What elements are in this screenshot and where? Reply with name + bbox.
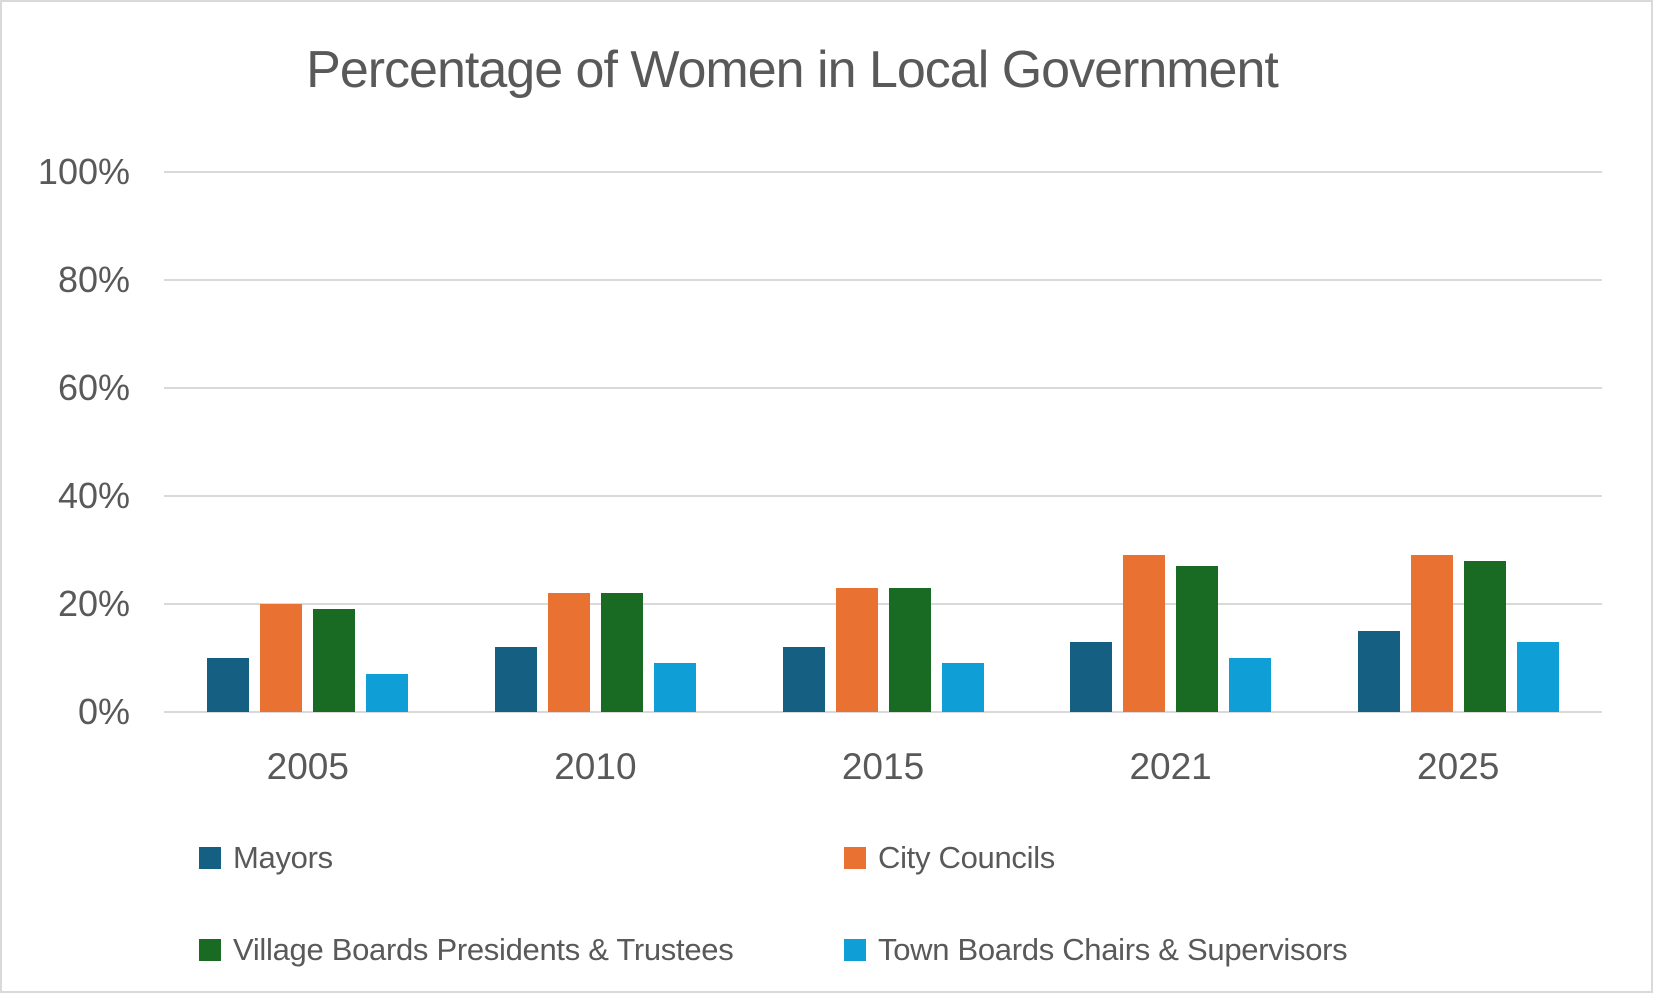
legend-item-mayors: Mayors (199, 838, 333, 878)
x-axis-tick-2021: 2021 (1129, 746, 1212, 787)
y-axis-tick-100%: 100% (37, 151, 130, 192)
y-axis-tick-80%: 80% (57, 259, 130, 300)
legend-label-city-councils: City Councils (878, 840, 1055, 875)
bar-mayors-2015 (782, 647, 825, 712)
bar-city-councils-2010 (547, 593, 590, 712)
legend-label-mayors: Mayors (233, 840, 333, 875)
bar-city-councils-2021 (1123, 555, 1166, 712)
bar-town-boards-chairs-supervisors-2005 (366, 674, 409, 712)
legend-item-city-councils: City Councils (844, 838, 1055, 878)
bar-village-boards-presidents-trustees-2021 (1176, 566, 1219, 712)
y-axis-tick-20%: 20% (57, 583, 130, 624)
gridline-80% (164, 279, 1602, 281)
legend-swatch-town-boards-chairs-supervisors (844, 939, 866, 961)
legend-swatch-mayors (199, 847, 221, 869)
x-axis-tick-2015: 2015 (841, 746, 925, 787)
bar-mayors-2025 (1357, 631, 1400, 712)
gridline-40% (164, 495, 1602, 497)
gridline-60% (164, 387, 1602, 389)
legend-swatch-city-councils (844, 847, 866, 869)
bar-town-boards-chairs-supervisors-2010 (653, 663, 696, 712)
bar-village-boards-presidents-trustees-2005 (313, 609, 356, 712)
x-axis-tick-2005: 2005 (266, 746, 349, 787)
y-axis-tick-60%: 60% (57, 367, 130, 408)
bar-city-councils-2025 (1410, 555, 1453, 712)
legend-label-village-boards-presidents-trustees: Village Boards Presidents & Trustees (233, 932, 734, 967)
gridline-0% (164, 711, 1602, 713)
legend-label-town-boards-chairs-supervisors: Town Boards Chairs & Supervisors (878, 932, 1348, 967)
bar-village-boards-presidents-trustees-2010 (600, 593, 643, 712)
x-axis-tick-2010: 2010 (554, 746, 637, 787)
legend-swatch-village-boards-presidents-trustees (199, 939, 221, 961)
gridline-20% (164, 603, 1602, 605)
y-axis-tick-40%: 40% (57, 475, 130, 516)
bar-mayors-2005 (207, 658, 250, 712)
legend-item-village-boards-presidents-trustees: Village Boards Presidents & Trustees (199, 930, 734, 970)
chart-title: Percentage of Women in Local Government (306, 41, 1279, 99)
bar-city-councils-2005 (260, 604, 303, 712)
x-axis-tick-2025: 2025 (1417, 746, 1500, 787)
bar-village-boards-presidents-trustees-2015 (888, 587, 931, 712)
bar-mayors-2010 (494, 647, 537, 712)
bar-town-boards-chairs-supervisors-2015 (941, 663, 984, 712)
bar-town-boards-chairs-supervisors-2021 (1229, 658, 1272, 712)
legend-item-town-boards-chairs-supervisors: Town Boards Chairs & Supervisors (844, 930, 1348, 970)
bar-village-boards-presidents-trustees-2025 (1463, 560, 1506, 712)
bar-mayors-2021 (1070, 641, 1113, 712)
bar-city-councils-2015 (835, 587, 878, 712)
gridline-100% (164, 171, 1602, 173)
y-axis-tick-0%: 0% (77, 691, 130, 732)
bar-town-boards-chairs-supervisors-2025 (1516, 641, 1559, 712)
